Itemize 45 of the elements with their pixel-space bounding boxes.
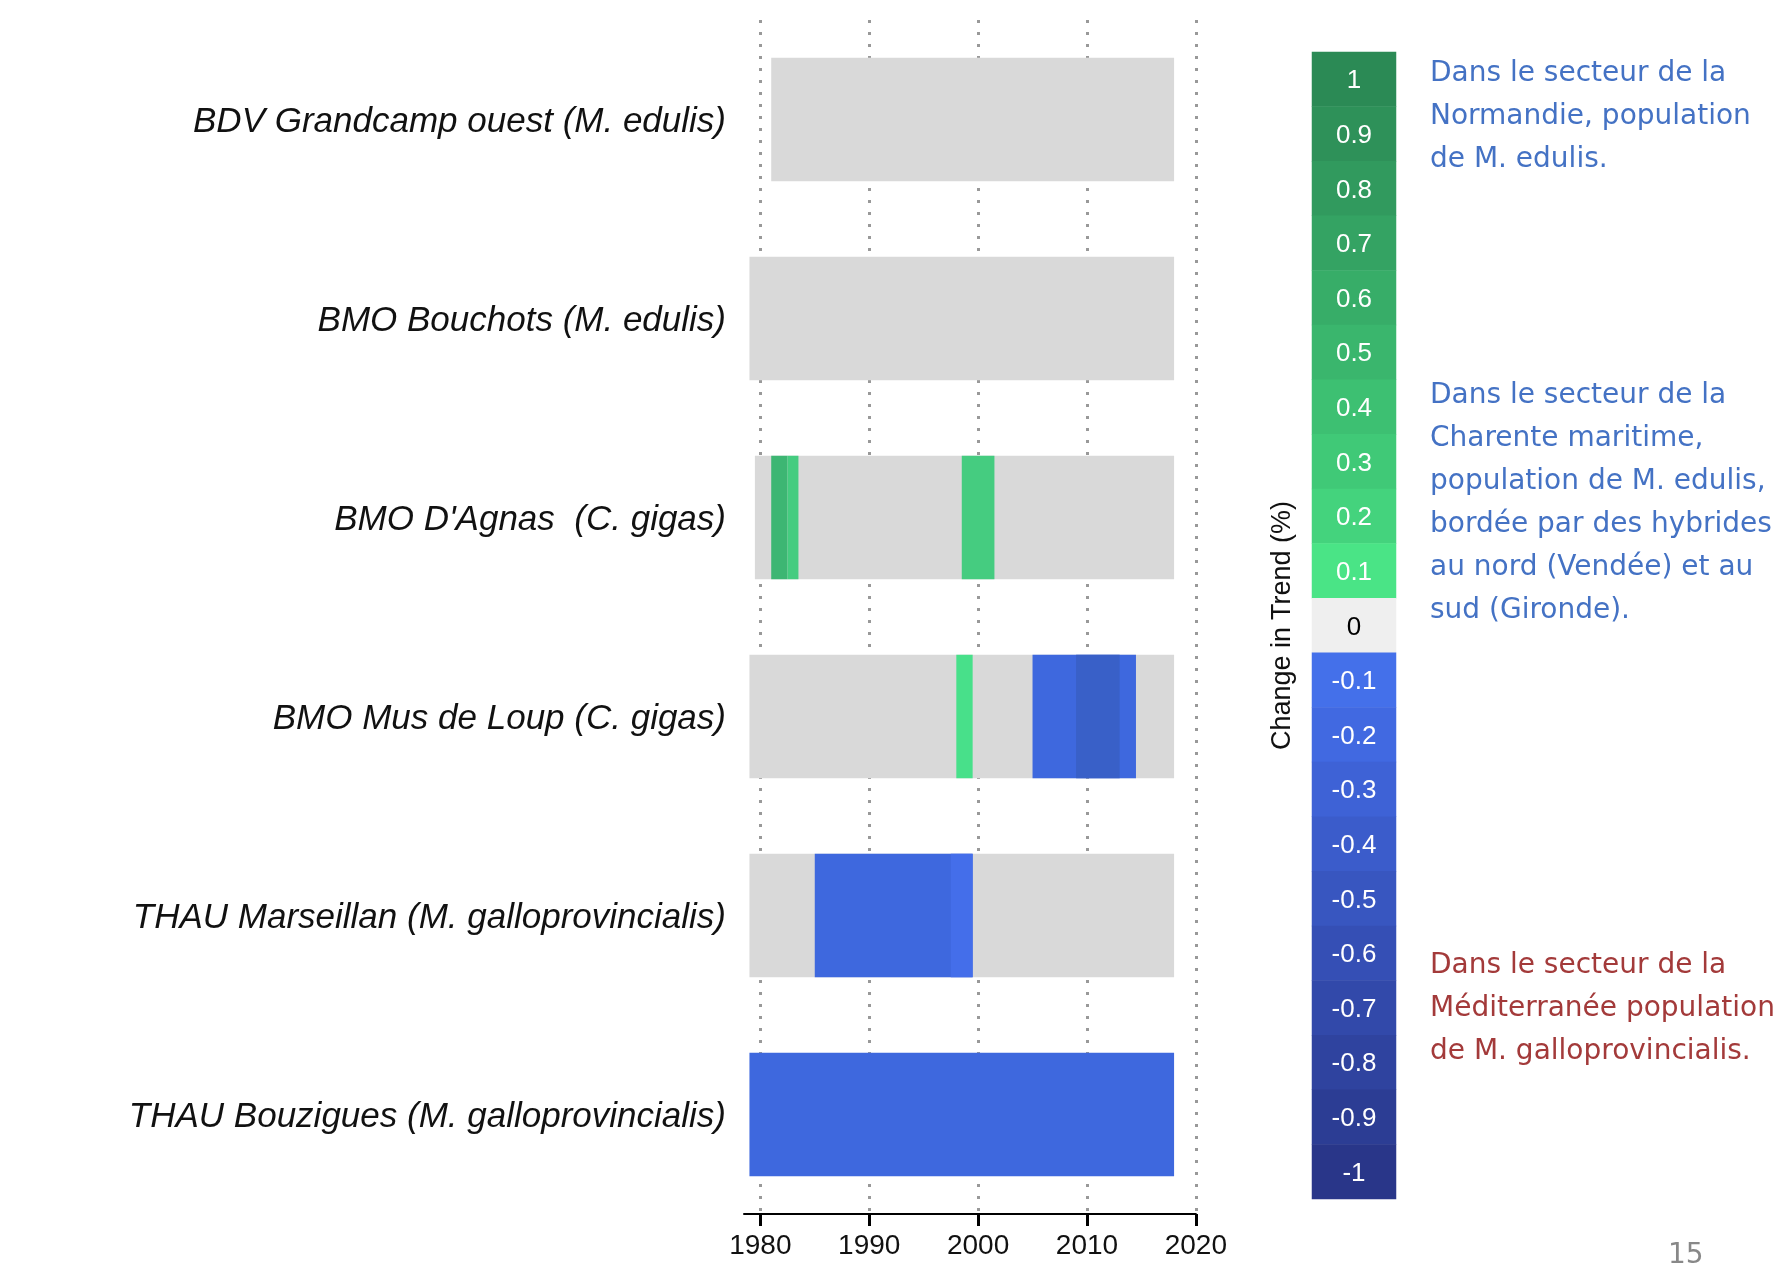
data-label: -1 (1342, 1156, 1366, 1187)
data-label: -0.6 (1331, 938, 1377, 969)
bar (1076, 654, 1120, 779)
data-label: -0.5 (1331, 883, 1377, 914)
data-label: 0.9 (1335, 118, 1373, 149)
x-tick-label: 1980 (729, 1228, 792, 1260)
data-label: -0.1 (1331, 665, 1377, 696)
y-tick-label: BDV Grandcamp ouest (M. edulis) (193, 100, 726, 139)
data-label: 0.3 (1335, 446, 1373, 477)
y-axis-title: Change in Trend (%) (1265, 500, 1296, 751)
text: Dans le secteur de la Méditerranée population de M. galloprovincialis. (1430, 946, 1776, 1068)
y-tick-label: THAU Marseillan (M. galloprovincialis) (132, 896, 726, 935)
text: Dans le secteur de la Charente maritime, population de M. edulis, bordée par des hybrides au nord (Vendée) et au sud (Gironde). (1430, 376, 1773, 627)
y-tick-label: BMO Mus de Loup (C. gigas) (272, 697, 726, 736)
x-tick-label: 2020 (1164, 1228, 1227, 1260)
bar (961, 455, 995, 580)
data-label: -0.7 (1331, 992, 1377, 1023)
data-label: -0.9 (1331, 1102, 1377, 1133)
bar (771, 57, 1175, 182)
data-label: 0.2 (1335, 501, 1373, 532)
y-tick-label: BMO D'Agnas (C. gigas) (334, 498, 726, 537)
text: 15 (1668, 1236, 1705, 1269)
data-label: 1 (1346, 64, 1362, 95)
bar (749, 256, 1175, 381)
y-tick-label: THAU Bouzigues (M. galloprovincialis) (128, 1095, 726, 1134)
bar (771, 455, 788, 580)
data-label: -0.8 (1331, 1047, 1377, 1078)
bar (749, 1052, 1175, 1177)
data-label: 0.4 (1335, 392, 1373, 423)
data-label: -0.4 (1331, 828, 1377, 859)
y-tick-label: BMO Bouchots (M. edulis) (317, 299, 726, 338)
data-label: 0.1 (1335, 555, 1373, 586)
data-label: 0.8 (1335, 173, 1373, 204)
bar (956, 654, 973, 779)
text: Dans le secteur de la Normandie, population de M. edulis. (1430, 54, 1752, 176)
x-tick-label: 2010 (1055, 1228, 1119, 1260)
data-label: 0.6 (1335, 282, 1373, 313)
x-tick-label: 1990 (838, 1228, 901, 1260)
data-label: 0 (1346, 610, 1362, 641)
data-label: -0.2 (1331, 719, 1377, 750)
data-label: 0.5 (1335, 337, 1373, 368)
data-label: 0.7 (1335, 228, 1373, 259)
x-tick-label: 2000 (946, 1228, 1010, 1260)
bar (787, 455, 799, 580)
data-label: -0.3 (1331, 774, 1377, 805)
